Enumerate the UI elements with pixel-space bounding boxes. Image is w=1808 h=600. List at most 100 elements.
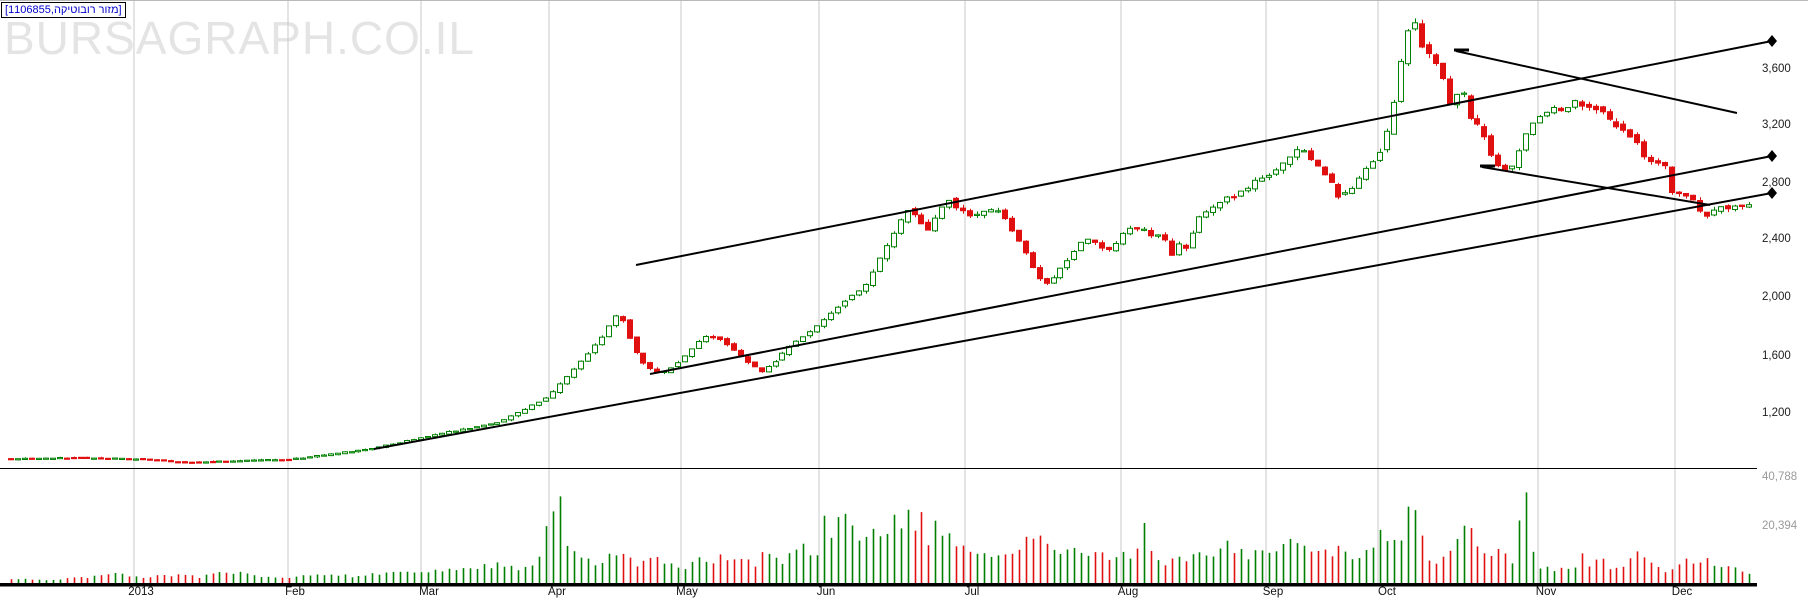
candle-down (759, 367, 765, 373)
candle-down (64, 457, 70, 460)
candle-down (1106, 246, 1112, 250)
candle-up (237, 460, 243, 463)
candle-up (481, 424, 487, 428)
candle-up (1078, 241, 1084, 252)
candle-up (328, 453, 334, 457)
candle-up (599, 336, 605, 346)
candle-up (1509, 165, 1515, 170)
ascending-channel-lower (373, 192, 1773, 450)
candle-up (1287, 156, 1293, 165)
candle-up (1155, 234, 1161, 237)
candle-down (1600, 106, 1606, 113)
candle-up (1176, 243, 1182, 256)
candle-down (126, 458, 132, 461)
candle-down (196, 461, 202, 464)
candle-down (182, 461, 188, 464)
month-axis-label-sep: Sep (1262, 586, 1284, 598)
candle-up (571, 368, 577, 378)
candle-up (1363, 167, 1369, 180)
candle-up (884, 245, 890, 260)
candle-down (1586, 103, 1592, 108)
candle-up (522, 408, 528, 414)
candle-down (640, 352, 646, 364)
candle-up (814, 325, 820, 333)
month-axis-label-feb: Feb (285, 586, 305, 598)
candle-up (1746, 204, 1752, 208)
trendline-diamond-marker (1767, 35, 1777, 47)
candle-up (1377, 151, 1383, 161)
candle-down (1433, 54, 1439, 64)
candle-down (1655, 160, 1661, 164)
candle-up (613, 315, 619, 327)
candle-down (1447, 78, 1453, 105)
candle-up (362, 449, 368, 452)
candle-up (703, 336, 709, 343)
candle-up (91, 457, 97, 460)
candle-down (1426, 44, 1432, 55)
candle-up (1572, 100, 1578, 108)
candle-up (216, 460, 222, 463)
candle-down (175, 461, 181, 464)
candle-down (1488, 135, 1494, 156)
candle-down (1579, 101, 1585, 107)
candle-up (1342, 192, 1348, 195)
candle-up (460, 428, 466, 432)
candle-up (592, 344, 598, 354)
price-axis-tick-label: 3,600 (1762, 63, 1791, 75)
candle-up (1196, 216, 1202, 233)
candle-up (1530, 122, 1536, 135)
candle-up (932, 217, 938, 232)
candle-down (1419, 23, 1425, 48)
candle-up (779, 352, 785, 361)
price-axis-tick-label: 1,600 (1762, 350, 1791, 362)
candle-up (1273, 169, 1279, 175)
candle-down (1308, 150, 1314, 161)
month-axis-label-nov: Nov (1535, 586, 1557, 598)
candle-down (1481, 126, 1487, 138)
descending-resistance-lower (1481, 166, 1711, 206)
candle-up (1516, 150, 1522, 169)
price-axis-tick-label: 2,000 (1762, 291, 1791, 303)
candle-down (1725, 205, 1731, 210)
candle-down (717, 336, 723, 340)
candle-down (1690, 194, 1696, 201)
candle-up (494, 422, 500, 425)
candle-up (369, 448, 375, 451)
candle-up (300, 457, 306, 460)
candle-down (1023, 240, 1029, 254)
month-axis-label-oct: Oct (1378, 586, 1396, 598)
candle-down (147, 458, 153, 461)
candle-up (974, 213, 980, 217)
candle-down (1739, 204, 1745, 208)
candle-down (78, 456, 84, 459)
candle-down (1016, 229, 1022, 242)
candle-down (161, 459, 167, 462)
candle-down (634, 336, 640, 353)
candle-down (1009, 217, 1015, 232)
candle-up (675, 362, 681, 368)
candle-down (627, 319, 633, 339)
candle-up (1370, 161, 1376, 169)
candle-down (1099, 242, 1105, 249)
candle-down (1335, 184, 1341, 198)
candle-up (1398, 60, 1404, 102)
candle-down (1669, 166, 1675, 194)
candle-up (891, 232, 897, 248)
candle-up (258, 459, 264, 462)
candle-down (1474, 118, 1480, 125)
candle-down (98, 457, 104, 460)
candle-down (1662, 162, 1668, 167)
candle-up (557, 383, 563, 393)
x-axis-line (0, 583, 1757, 587)
candle-down (960, 207, 966, 212)
candle-down (223, 460, 229, 463)
month-axis-label-jul: Jul (964, 586, 980, 598)
candle-up (682, 355, 688, 363)
month-axis-label-apr: Apr (548, 586, 566, 598)
candle-up (939, 206, 945, 219)
candle-down (1634, 134, 1640, 144)
candle-up (543, 397, 549, 402)
candle-up (856, 290, 862, 296)
month-axis-label-aug: Aug (1117, 586, 1139, 598)
